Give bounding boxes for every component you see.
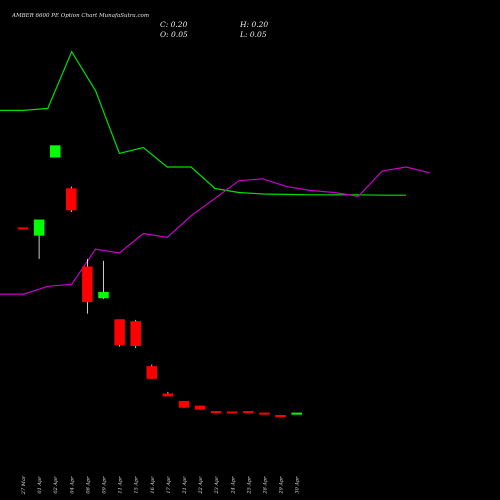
candle-body [291,412,302,415]
x-tick-label: 30 Apr [295,476,301,494]
candle-11 [178,400,190,408]
indicator-lines [0,50,431,295]
close-value: C: 0.20 [160,20,188,29]
candle-body [33,219,45,236]
x-tick-label: 15 Apr [134,476,140,494]
x-tick-label: 25 Apr [246,476,252,495]
x-tick-label: 09 Apr [102,476,108,494]
candle-body [227,411,238,414]
x-tick-label: 23 Apr [214,476,220,495]
candle-body [275,415,286,418]
candle-body [114,319,125,346]
candle-8 [130,319,141,349]
indicator-line-2 [0,166,431,295]
candle-2 [33,219,45,259]
candle-body [146,366,158,379]
candle-9 [146,364,158,379]
candle-body [82,266,93,303]
candle-7 [114,319,125,347]
x-tick-label: 01 Apr [37,476,43,494]
candle-body [162,393,174,397]
x-tick-label: 24 Apr [230,476,236,495]
candle-16 [259,412,270,415]
candle-6 [98,260,109,300]
candle-body [259,412,270,415]
open-value: O: 0.05 [160,30,188,39]
low-value: L: 0.05 [239,30,267,39]
candle-5 [82,258,93,314]
candle-15 [243,411,254,414]
x-tick-label: 17 Apr [166,476,172,494]
candle-body [17,227,29,230]
candle-17 [275,415,286,418]
high-value: H: 0.20 [239,20,268,29]
candle-18 [291,412,302,415]
x-tick-label: 16 Apr [150,476,156,494]
x-tick-label: 21 Apr [182,476,188,495]
candle-body [194,405,206,410]
candle-13 [210,411,222,414]
x-axis-ticks: 27 Mar 01 Apr 02 Apr 04 Apr 08 Apr 09 Apr 11 A… [21,475,301,495]
x-tick-label: 11 Apr [118,476,124,494]
x-tick-label: 04 Apr [69,476,75,494]
candle-body [210,411,222,414]
candle-body [130,321,141,346]
candle-3 [49,145,61,158]
candle-body [98,291,109,299]
x-tick-label: 02 Apr [53,476,59,494]
x-tick-label: 08 Apr [85,476,91,494]
candle-4 [66,186,77,212]
candle-body [243,411,254,414]
candle-body [178,400,190,408]
indicator-line-1 [0,50,407,196]
candle-10 [162,391,174,397]
x-tick-label: 27 Mar [21,475,27,495]
candle-1 [17,227,29,230]
chart-title: AMBER 6600 PE Option Chart MunafaSutra.c… [11,13,149,19]
candle-body [49,145,61,158]
candle-14 [227,411,238,414]
x-tick-label: 28 Apr [263,476,269,495]
candles [17,145,302,418]
x-tick-label: 29 Apr [279,476,285,495]
candle-12 [194,405,206,410]
x-tick-label: 22 Apr [198,476,204,495]
candle-body [66,188,77,211]
